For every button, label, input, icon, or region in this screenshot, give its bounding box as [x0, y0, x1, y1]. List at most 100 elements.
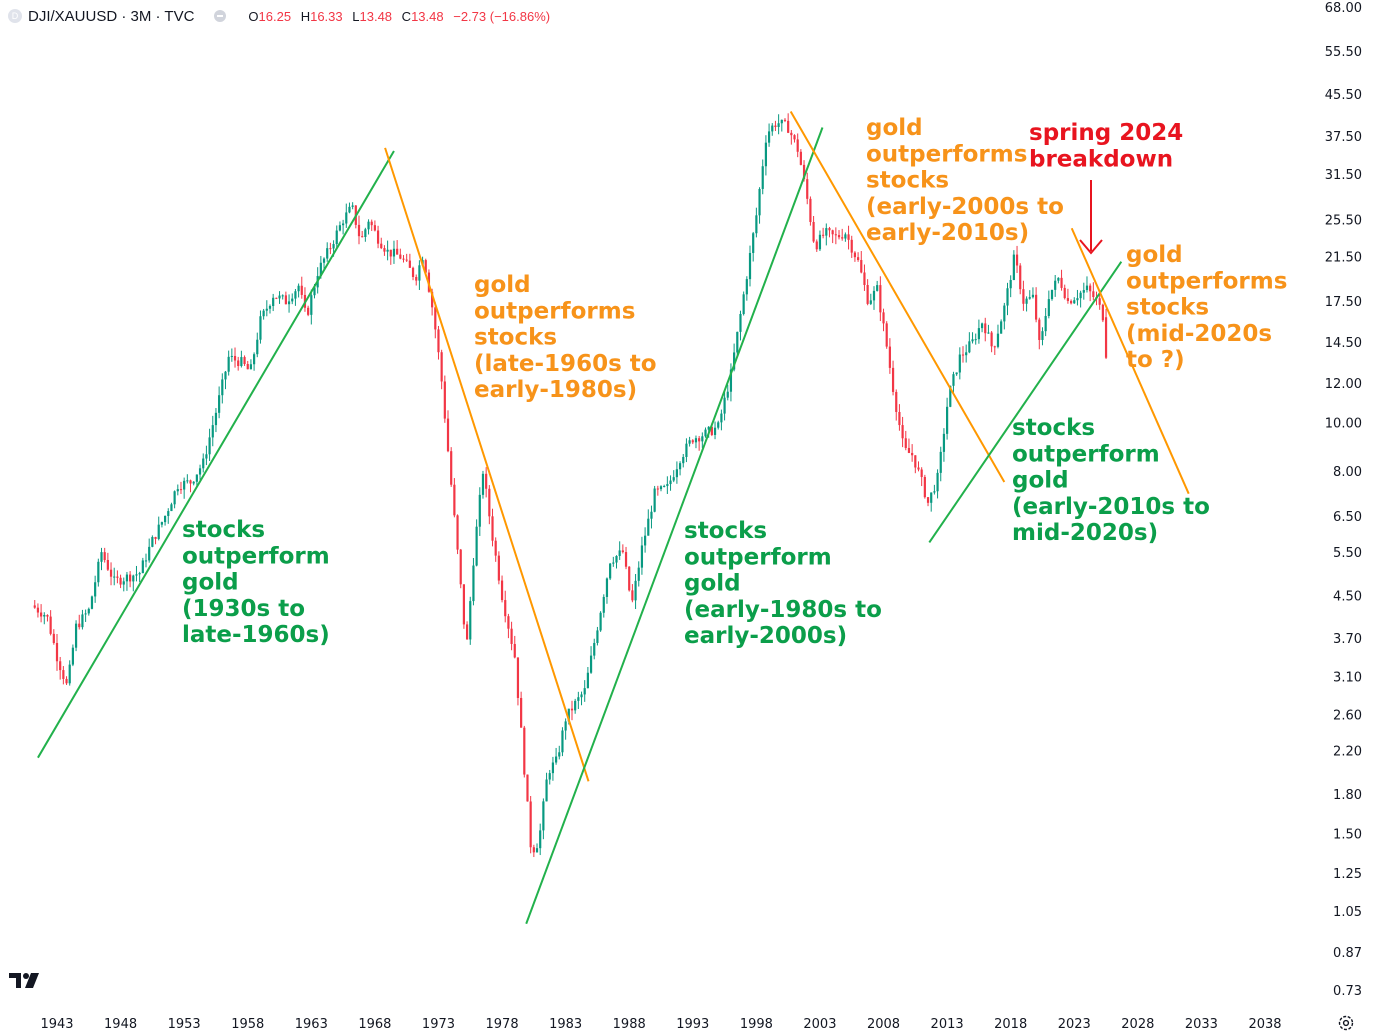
- candle: [904, 430, 907, 451]
- candle: [694, 435, 698, 449]
- annotation-green[interactable]: stocks outperform gold (1930s to late-1960s): [182, 517, 330, 648]
- candle: [650, 505, 653, 529]
- candle: [742, 291, 745, 316]
- candle: [74, 620, 78, 652]
- candle: [955, 372, 958, 376]
- candle: [612, 556, 615, 567]
- candle: [278, 291, 281, 304]
- candle: [898, 404, 901, 431]
- candle: [717, 420, 720, 430]
- candle: [1003, 302, 1006, 330]
- candle: [179, 481, 183, 494]
- candle: [535, 843, 539, 853]
- tradingview-logo-icon[interactable]: [8, 968, 44, 992]
- candle: [218, 386, 221, 419]
- candle: [783, 118, 787, 123]
- candle: [249, 359, 253, 370]
- candle: [1069, 299, 1073, 305]
- candle: [446, 410, 450, 453]
- candle: [1006, 282, 1009, 316]
- candle: [297, 283, 300, 298]
- annotation-orange[interactable]: gold outperforms stocks (mid-2020s to ?): [1126, 242, 1287, 373]
- annotation-red[interactable]: spring 2024 breakdown: [1029, 120, 1183, 172]
- candle: [793, 134, 796, 143]
- candle: [853, 251, 857, 262]
- candle: [399, 248, 402, 260]
- candle: [472, 558, 475, 606]
- candle: [666, 476, 669, 494]
- x-tick-label: 2038: [1248, 1017, 1281, 1032]
- candle: [1044, 308, 1047, 337]
- candle: [596, 626, 599, 646]
- candle: [389, 249, 392, 265]
- candle: [386, 240, 389, 261]
- high-value: 16.33: [310, 8, 343, 24]
- candle: [500, 575, 504, 603]
- candle: [281, 294, 284, 300]
- annotation-orange[interactable]: gold outperforms stocks (late-1960s to early…: [474, 272, 657, 403]
- y-tick-label: 3.10: [1333, 670, 1362, 685]
- candle: [504, 590, 507, 623]
- annotation-green[interactable]: stocks outperform gold (early-1980s to early…: [684, 518, 882, 649]
- candle: [990, 331, 993, 353]
- orange-trendline[interactable]: [384, 147, 590, 782]
- candle: [663, 484, 666, 488]
- candle: [497, 551, 500, 585]
- candle: [526, 774, 529, 802]
- candle: [453, 478, 456, 518]
- candle: [192, 481, 195, 486]
- candle: [529, 796, 532, 854]
- candle: [513, 635, 516, 659]
- candle: [965, 344, 968, 363]
- candle: [440, 349, 443, 390]
- candle: [914, 455, 917, 474]
- candle: [202, 453, 205, 473]
- annotation-orange[interactable]: gold outperforms stocks (early-2000s to earl…: [866, 115, 1064, 246]
- candle: [860, 251, 863, 274]
- candle: [516, 657, 520, 706]
- candle: [348, 202, 351, 214]
- candle: [869, 293, 872, 306]
- green-trendline[interactable]: [928, 261, 1123, 544]
- y-tick-label: 6.50: [1333, 510, 1362, 525]
- candle: [262, 308, 265, 320]
- green-trendline[interactable]: [37, 150, 395, 759]
- candle: [942, 428, 946, 462]
- symbol-title[interactable]: DJI/XAUUSD · 3M · TVC: [28, 7, 195, 25]
- annotation-green[interactable]: stocks outperform gold (early-2010s to mid-2…: [1012, 415, 1210, 546]
- candle: [485, 467, 488, 498]
- candle: [682, 453, 685, 468]
- candle: [532, 844, 535, 858]
- candle: [227, 350, 230, 376]
- candle: [818, 230, 822, 252]
- candle: [65, 676, 68, 685]
- candle: [342, 219, 345, 235]
- candle: [605, 577, 609, 604]
- candle: [437, 325, 440, 360]
- candle: [97, 558, 100, 587]
- candle: [520, 691, 523, 728]
- x-tick-label: 1973: [422, 1017, 455, 1032]
- candle: [221, 373, 224, 404]
- candle: [46, 614, 49, 622]
- candle: [558, 745, 561, 760]
- candle: [462, 584, 466, 629]
- candle: [831, 229, 834, 244]
- candle: [408, 253, 411, 268]
- candle: [36, 603, 40, 618]
- candle: [876, 280, 879, 292]
- candle: [752, 231, 755, 262]
- hide-indicator-icon[interactable]: [214, 10, 227, 22]
- candle: [300, 276, 303, 299]
- settings-gear-icon[interactable]: [1337, 1014, 1355, 1032]
- green-trendline[interactable]: [525, 127, 824, 925]
- candle: [396, 240, 399, 255]
- y-tick-label: 2.20: [1333, 745, 1362, 760]
- candle: [825, 223, 828, 246]
- candle: [1092, 282, 1095, 301]
- candle: [338, 221, 342, 232]
- orange-trendline[interactable]: [1070, 227, 1190, 495]
- y-tick-label: 14.50: [1325, 336, 1362, 351]
- orange-trendline[interactable]: [789, 110, 1006, 483]
